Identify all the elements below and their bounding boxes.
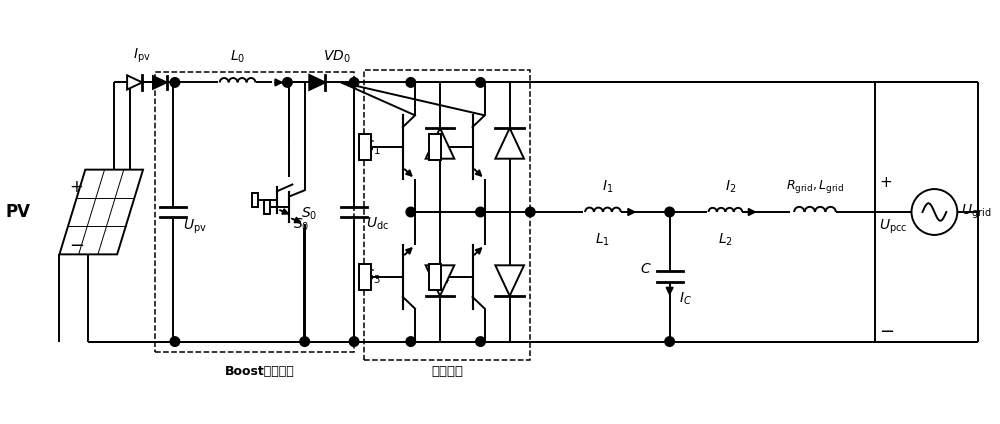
Text: $S_0$: $S_0$ [301, 206, 318, 222]
Text: $I_1$: $I_1$ [602, 179, 614, 195]
Text: $+$: $+$ [69, 178, 83, 196]
Polygon shape [426, 265, 454, 296]
Circle shape [283, 78, 292, 87]
Circle shape [476, 337, 485, 346]
Polygon shape [153, 76, 167, 89]
Text: PV: PV [6, 203, 31, 221]
Circle shape [476, 78, 485, 87]
Circle shape [406, 337, 416, 346]
Circle shape [476, 207, 485, 217]
Text: $S_4$: $S_4$ [433, 268, 451, 286]
Text: $S_1$: $S_1$ [364, 138, 381, 156]
Circle shape [406, 78, 416, 87]
Text: $I_C$: $I_C$ [679, 290, 691, 307]
Polygon shape [309, 75, 325, 90]
Bar [264, 200, 270, 214]
Text: $S_0$: $S_0$ [293, 217, 310, 233]
Circle shape [349, 78, 359, 87]
Bar [364, 70, 530, 360]
Circle shape [665, 337, 674, 346]
Bar [155, 73, 354, 351]
Text: $L_2$: $L_2$ [718, 232, 733, 248]
Bar [429, 263, 441, 290]
Circle shape [170, 78, 180, 87]
Text: 逆变电路: 逆变电路 [431, 365, 463, 379]
Text: $VD_0$: $VD_0$ [323, 49, 351, 65]
Polygon shape [495, 265, 524, 296]
Text: $L_1$: $L_1$ [595, 232, 610, 248]
Polygon shape [426, 128, 454, 159]
Bar [359, 134, 371, 161]
Text: $U_{\mathrm{grid}}$: $U_{\mathrm{grid}}$ [961, 203, 992, 221]
Text: $+$: $+$ [879, 175, 892, 190]
Text: $S_3$: $S_3$ [364, 268, 381, 286]
Bar [252, 193, 258, 207]
Circle shape [349, 337, 359, 346]
Polygon shape [495, 128, 524, 159]
Text: $-$: $-$ [69, 235, 84, 253]
Text: $R_{\mathrm{grid}}, L_{\mathrm{grid}}$: $R_{\mathrm{grid}}, L_{\mathrm{grid}}$ [786, 178, 844, 195]
Circle shape [170, 337, 180, 346]
Bar [359, 263, 371, 290]
Text: $I_{\mathrm{pv}}$: $I_{\mathrm{pv}}$ [133, 47, 150, 65]
Text: $U_{\mathrm{dc}}$: $U_{\mathrm{dc}}$ [366, 216, 389, 232]
Text: $U_{\mathrm{pv}}$: $U_{\mathrm{pv}}$ [183, 218, 207, 236]
Text: $C$: $C$ [640, 262, 652, 276]
Text: $L_0$: $L_0$ [230, 49, 245, 65]
Polygon shape [127, 75, 142, 89]
Circle shape [300, 337, 309, 346]
Text: $I_2$: $I_2$ [725, 179, 736, 195]
Bar [429, 134, 441, 161]
Text: $-$: $-$ [879, 321, 894, 339]
Text: $U_{\mathrm{pcc}}$: $U_{\mathrm{pcc}}$ [879, 218, 907, 236]
Text: $S_2$: $S_2$ [434, 138, 451, 156]
Circle shape [525, 207, 535, 217]
Circle shape [406, 207, 416, 217]
Text: Boost升压电路: Boost升压电路 [225, 365, 294, 379]
Circle shape [665, 207, 674, 217]
